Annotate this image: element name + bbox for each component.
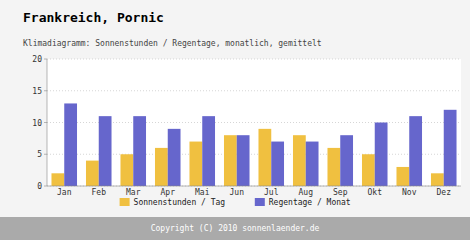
x-tick-label: Mar [126, 188, 141, 197]
bar [133, 116, 146, 186]
x-tick-label: Okt [368, 188, 383, 197]
bar [375, 123, 388, 187]
y-tick [44, 154, 47, 155]
x-tick-label: Jul [264, 188, 279, 197]
y-tick [44, 186, 47, 187]
grid-line [47, 59, 461, 60]
y-tick-label: 5 [37, 150, 42, 159]
x-tick-label: Aug [299, 188, 314, 197]
y-tick [44, 122, 47, 123]
legend-swatch [120, 198, 130, 206]
bar [120, 154, 133, 186]
y-tick-label: 0 [37, 182, 42, 191]
bar [86, 161, 99, 186]
bar [189, 142, 202, 186]
y-tick-label: 20 [32, 55, 42, 64]
bar [396, 167, 409, 186]
bar [362, 154, 375, 186]
bar [237, 135, 250, 186]
bar [444, 110, 457, 186]
y-tick-label: 10 [32, 119, 42, 128]
x-tick-label: Jan [57, 188, 72, 197]
x-tick-label: Mai [195, 188, 210, 197]
bar [293, 135, 306, 186]
plot-area [47, 59, 461, 186]
footer [0, 217, 470, 240]
copyright: Copyright (C) 2010 sonnenlaender.de [151, 224, 320, 233]
bar [99, 116, 112, 186]
x-axis [47, 186, 461, 187]
background [0, 0, 470, 240]
bar [258, 129, 271, 186]
bar [155, 148, 168, 186]
bar [306, 142, 319, 186]
x-tick-label: Nov [402, 188, 417, 197]
x-tick-label: Jun [230, 188, 245, 197]
bar [327, 148, 340, 186]
legend-label: Sonnenstunden / Tag [134, 198, 226, 207]
bar [224, 135, 237, 186]
x-tick-label: Sep [333, 188, 348, 197]
bar [168, 129, 181, 186]
bar [409, 116, 422, 186]
grid-line [47, 90, 461, 91]
y-tick [44, 90, 47, 91]
x-tick-label: Apr [161, 188, 176, 197]
legend-swatch [255, 198, 265, 206]
title: Frankreich, Pornic [23, 10, 164, 25]
x-tick-label: Dez [437, 188, 452, 197]
x-tick-label: Feb [92, 188, 107, 197]
bars [51, 103, 456, 186]
bar [271, 142, 284, 186]
bar [431, 173, 444, 186]
legend: Sonnenstunden / Tag Regentage / Monat [120, 198, 351, 207]
subtitle: Klimadiagramm: Sonnenstunden / Regentage… [23, 39, 322, 48]
legend-label: Regentage / Monat [269, 198, 351, 207]
y-axis [47, 59, 48, 186]
y-tick [44, 59, 47, 60]
bar [64, 103, 77, 186]
bar [202, 116, 215, 186]
bar [51, 173, 64, 186]
y-tick-label: 15 [32, 87, 42, 96]
chart: Frankreich, Pornic Klimadiagramm: Sonnens… [0, 0, 470, 240]
bar [340, 135, 353, 186]
